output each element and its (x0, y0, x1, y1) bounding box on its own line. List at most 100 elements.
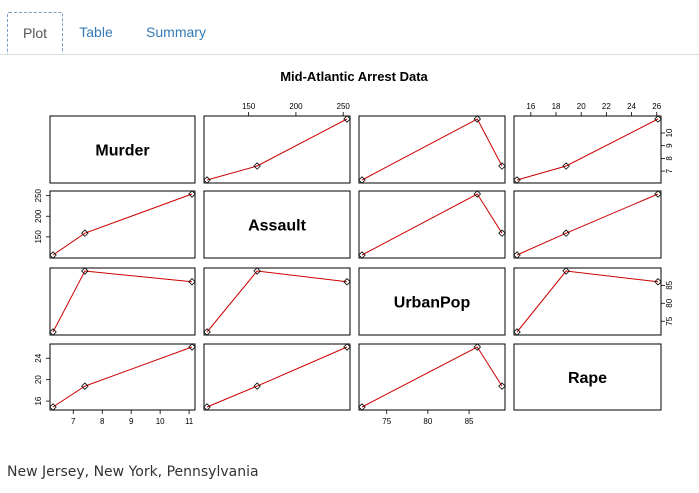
data-point-0-2-1 (473, 115, 482, 123)
series-line-0-2 (361, 118, 503, 181)
data-point-2-1-2 (343, 277, 351, 286)
data-point-1-3-2 (654, 190, 662, 198)
tick-label-assault-200: 200 (289, 102, 303, 111)
variable-label-assault: Assault (248, 218, 306, 235)
data-point-0-3-2 (654, 115, 662, 123)
data-point-2-1-0 (203, 328, 211, 336)
tick-label-rape-24: 24 (627, 102, 636, 111)
data-point-2-0-0 (49, 328, 57, 336)
scatter-matrix-plot: Mid-Atlantic Arrest Data Murder Assault Ur… (0, 56, 699, 438)
series-line-2-1 (206, 270, 348, 333)
panel-0-1 (203, 115, 351, 184)
tick-label-assault-250: 250 (34, 188, 43, 202)
tick-label-urbanpop-75: 75 (665, 316, 674, 325)
series-line-3-0 (52, 346, 193, 408)
variable-label-urbanpop: UrbanPop (394, 295, 471, 312)
tick-label-assault-150: 150 (34, 230, 43, 244)
data-point-1-2-2 (498, 229, 506, 237)
panel-3-3 (513, 343, 662, 411)
data-point-0-3-0 (513, 176, 521, 184)
panel-1-1 (203, 190, 351, 259)
series-line-1-0 (52, 193, 193, 256)
tick-label-assault-150: 150 (242, 102, 256, 111)
series-line-2-3 (516, 270, 659, 333)
tick-label-rape-20: 20 (577, 102, 586, 111)
tick-label-rape-24: 24 (34, 353, 43, 362)
data-point-2-1-1 (253, 267, 261, 275)
tab-bar: Plot Table Summary (0, 0, 699, 55)
chart-title: Mid-Atlantic Arrest Data (280, 69, 428, 84)
tab-summary[interactable]: Summary (146, 24, 206, 40)
tick-label-murder-11: 11 (185, 417, 194, 426)
tab-table[interactable]: Table (79, 24, 113, 40)
tick-label-rape-22: 22 (602, 102, 611, 111)
data-point-2-0-2 (188, 277, 196, 286)
panel-1-2 (358, 190, 506, 259)
tick-label-murder-7: 7 (71, 417, 76, 426)
panel-2-2 (358, 267, 506, 336)
series-line-2-0 (52, 270, 193, 333)
panel-0-2 (358, 115, 506, 184)
data-point-3-2-1 (473, 343, 482, 351)
panel-2-3 (513, 267, 662, 336)
data-point-0-3-1 (562, 162, 570, 170)
panel-0-3 (513, 115, 662, 184)
data-point-1-2-0 (358, 251, 366, 259)
tab-plot[interactable]: Plot (7, 12, 63, 54)
variable-label-rape: Rape (568, 370, 607, 387)
tick-label-murder-10: 10 (665, 128, 674, 137)
data-point-1-2-1 (473, 190, 482, 198)
tick-label-urbanpop-85: 85 (665, 280, 674, 289)
data-point-3-2-0 (358, 403, 366, 411)
tick-label-murder-8: 8 (100, 417, 105, 426)
tick-label-murder-9: 9 (129, 417, 134, 426)
data-point-1-3-0 (513, 251, 521, 259)
data-point-0-2-2 (498, 162, 506, 170)
tick-label-rape-26: 26 (652, 102, 661, 111)
variable-label-murder: Murder (95, 143, 149, 160)
panel-3-1 (203, 343, 351, 411)
tick-label-urbanpop-80: 80 (423, 417, 432, 426)
caption: New Jersey, New York, Pennsylvania (7, 464, 259, 480)
tick-label-rape-20: 20 (34, 375, 43, 384)
data-point-2-0-1 (81, 267, 89, 275)
series-line-0-1 (206, 118, 348, 181)
data-point-1-0-2 (188, 190, 196, 198)
tick-label-murder-9: 9 (665, 143, 674, 148)
series-line-1-2 (361, 193, 503, 256)
series-line-1-3 (516, 193, 659, 256)
data-point-3-0-1 (81, 382, 89, 390)
tick-label-urbanpop-80: 80 (665, 298, 674, 307)
panel-3-2 (358, 343, 506, 411)
data-point-0-1-1 (253, 162, 261, 170)
tick-label-rape-18: 18 (552, 102, 561, 111)
series-line-3-1 (206, 346, 348, 408)
panel-0-0 (49, 115, 196, 184)
data-point-2-3-2 (654, 277, 662, 286)
tick-label-rape-16: 16 (34, 396, 43, 405)
data-point-1-3-1 (562, 229, 570, 237)
tick-label-assault-250: 250 (337, 102, 351, 111)
series-line-3-2 (361, 346, 503, 408)
tick-label-urbanpop-75: 75 (382, 417, 391, 426)
scatter-matrix-svg: Mid-Atlantic Arrest Data Murder Assault Ur… (34, 69, 674, 426)
data-point-2-3-0 (513, 328, 521, 336)
tick-label-rape-16: 16 (526, 102, 535, 111)
panel-2-1 (203, 267, 351, 336)
data-point-3-2-2 (498, 382, 506, 390)
tick-label-urbanpop-85: 85 (465, 417, 474, 426)
panel-2-0 (49, 267, 196, 336)
series-line-0-3 (516, 118, 659, 181)
data-point-1-0-1 (81, 229, 89, 237)
tick-label-murder-10: 10 (156, 417, 165, 426)
tick-label-assault-200: 200 (34, 209, 43, 223)
data-point-0-2-0 (358, 176, 366, 184)
tick-label-murder-8: 8 (665, 156, 674, 161)
data-point-1-0-0 (49, 251, 57, 259)
data-point-2-3-1 (562, 267, 570, 275)
data-point-0-1-2 (343, 115, 351, 123)
data-point-3-0-0 (49, 403, 57, 411)
data-point-0-1-0 (203, 176, 211, 184)
data-point-3-1-1 (253, 382, 261, 390)
data-point-3-1-2 (343, 343, 351, 351)
